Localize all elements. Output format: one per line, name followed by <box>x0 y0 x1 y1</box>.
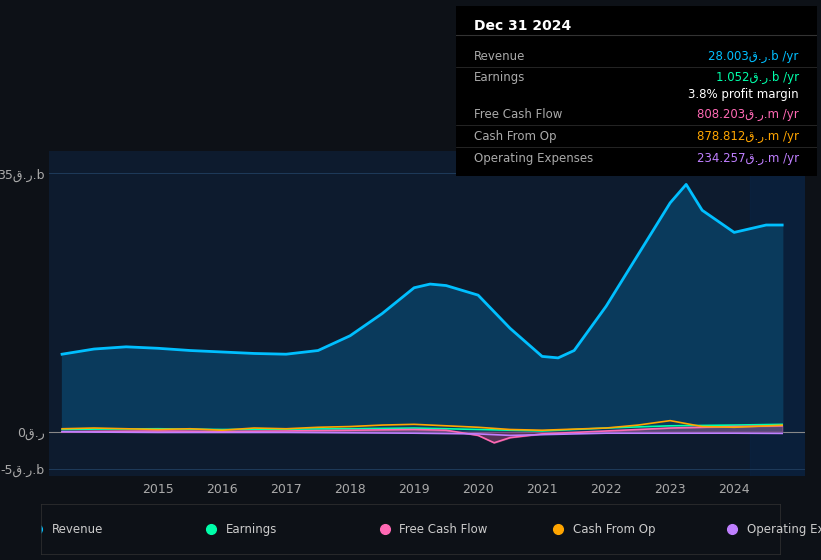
Text: Free Cash Flow: Free Cash Flow <box>400 522 488 536</box>
Text: Operating Expenses: Operating Expenses <box>747 522 821 536</box>
Text: 28.003ق.ر.b /yr: 28.003ق.ر.b /yr <box>709 50 799 63</box>
Text: Revenue: Revenue <box>53 522 103 536</box>
Text: Earnings: Earnings <box>226 522 277 536</box>
Text: Operating Expenses: Operating Expenses <box>474 152 593 166</box>
Text: 234.257ق.ر.m /yr: 234.257ق.ر.m /yr <box>697 152 799 166</box>
Text: 808.203ق.ر.m /yr: 808.203ق.ر.m /yr <box>697 108 799 121</box>
Text: Dec 31 2024: Dec 31 2024 <box>474 19 571 33</box>
Text: Cash From Op: Cash From Op <box>474 130 556 143</box>
Text: Free Cash Flow: Free Cash Flow <box>474 108 562 121</box>
Text: 878.812ق.ر.m /yr: 878.812ق.ر.m /yr <box>697 130 799 143</box>
Text: Earnings: Earnings <box>474 71 525 83</box>
Bar <box>750 151 805 476</box>
Text: 1.052ق.ر.b /yr: 1.052ق.ر.b /yr <box>716 71 799 83</box>
Text: Cash From Op: Cash From Op <box>573 522 655 536</box>
Text: 3.8% profit margin: 3.8% profit margin <box>688 87 799 101</box>
Text: Revenue: Revenue <box>474 50 525 63</box>
